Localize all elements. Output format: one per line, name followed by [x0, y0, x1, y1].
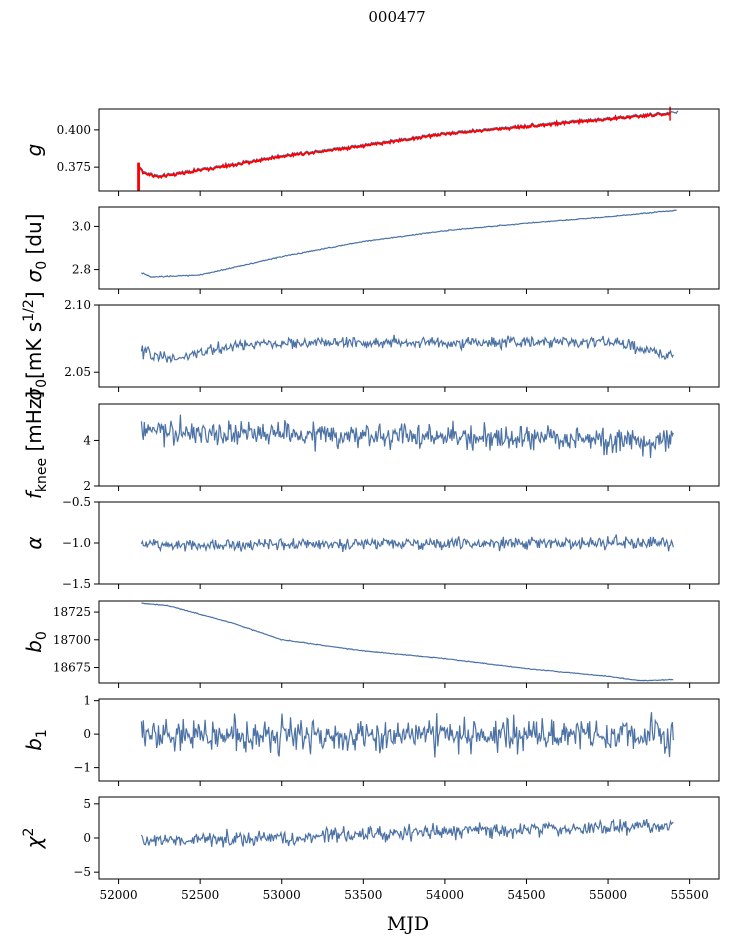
series-line-b1 [140, 712, 674, 758]
x-axis-label: MJD [387, 913, 429, 935]
x-tick-label-0: 52000 [99, 888, 137, 902]
x-tick-label-5: 54500 [507, 888, 545, 902]
y-tick-label-g-0: 0.375 [57, 160, 91, 174]
series-line-b0 [141, 602, 674, 682]
y-tick-label-g-1: 0.400 [57, 123, 91, 137]
series-line-sigma0_mK [140, 334, 674, 364]
y-axis-label-fknee: fknee [mHz] [22, 391, 50, 499]
y-tick-label-b0-2: 18725 [53, 605, 91, 619]
axes-frame-b1 [98, 698, 720, 782]
axes-frame-g [98, 108, 720, 192]
y-tick-label-alpha-2: −0.5 [62, 495, 91, 509]
y-tick-label-chi2-2: 5 [83, 797, 91, 811]
y-axis-label-b1: b1 [22, 729, 50, 751]
y-tick-label-alpha-1: −1.0 [62, 536, 91, 550]
y-tick-label-b1-2: 1 [83, 694, 91, 708]
y-axis-label-chi2: χ2 [21, 828, 46, 850]
axes-frame-b0 [98, 600, 720, 684]
figure-title: 000477 [368, 8, 425, 26]
x-tick-label-6: 55000 [589, 888, 627, 902]
series-line-chi2 [140, 818, 674, 848]
y-axis-label-sigma0_mK: σ0[mK s1/2] [21, 291, 50, 400]
panel-g: 0.375 0.400 g [22, 106, 720, 196]
panels: 0.375 0.400 g 2.8 3.0 σ0 [du] 2.05 2.10 σ0[mK s1… [21, 106, 720, 902]
panel-sigma0_du: 2.8 3.0 σ0 [du] [22, 206, 720, 294]
y-tick-label-sigma0_mK-1: 2.10 [64, 298, 91, 312]
y-axis-label-b0: b0 [22, 631, 50, 653]
panel-chi2: −5 0 5 52000 52500 53000 53500 54000 54500 55000 5… [21, 796, 720, 902]
y-tick-label-b1-0: −1 [73, 761, 91, 775]
x-tick-label-3: 53500 [344, 888, 382, 902]
x-tick-label-7: 55500 [671, 888, 709, 902]
series-line-sigma0_du [140, 209, 677, 278]
y-axis-label-sigma0_du: σ0 [du] [22, 214, 50, 283]
y-tick-label-b0-0: 18675 [53, 660, 91, 674]
series-line-fknee [140, 414, 674, 458]
panel-sigma0_mK: 2.05 2.10 σ0[mK s1/2] [21, 291, 720, 401]
y-tick-label-chi2-1: 0 [83, 831, 91, 845]
axes-frame-sigma0_mK [98, 304, 720, 388]
panel-alpha: −1.5 −1.0 −0.5 α [22, 495, 720, 591]
series-line-alpha [140, 534, 674, 553]
y-tick-label-b1-1: 0 [83, 727, 91, 741]
axes-frame-fknee [98, 403, 720, 487]
y-tick-label-sigma0_mK-0: 2.05 [64, 365, 91, 379]
x-tick-label-1: 52500 [181, 888, 219, 902]
y-tick-label-chi2-0: −5 [73, 865, 91, 879]
y-tick-label-alpha-0: −1.5 [62, 577, 91, 591]
y-tick-label-b0-1: 18700 [53, 633, 91, 647]
panel-b1: −1 0 1 b1 [22, 694, 720, 786]
x-tick-label-2: 53000 [263, 888, 301, 902]
y-tick-label-fknee-1: 4 [83, 433, 91, 447]
panel-fknee: 2 4 fknee [mHz] [22, 391, 720, 499]
axes-frame-sigma0_du [98, 206, 720, 290]
series-line-g-overlay [137, 112, 671, 179]
y-axis-label-g: g [22, 144, 46, 157]
y-tick-label-sigma0_du-1: 3.0 [72, 219, 91, 233]
y-axis-label-alpha: α [22, 536, 46, 549]
y-tick-label-sigma0_du-0: 2.8 [72, 263, 91, 277]
y-tick-label-fknee-0: 2 [83, 479, 91, 493]
x-tick-label-4: 54000 [426, 888, 464, 902]
